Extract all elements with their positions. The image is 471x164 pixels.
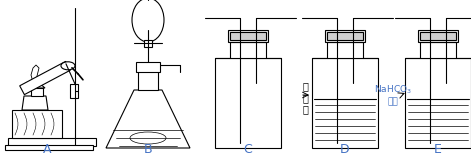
Ellipse shape — [132, 0, 164, 42]
Bar — [230, 42, 266, 58]
Polygon shape — [20, 61, 70, 95]
Polygon shape — [31, 65, 39, 82]
Bar — [327, 32, 363, 40]
Bar — [228, 30, 268, 42]
Bar — [31, 88, 43, 96]
Text: B: B — [144, 143, 152, 156]
Bar — [136, 62, 160, 72]
Polygon shape — [106, 90, 190, 148]
Bar — [230, 32, 266, 40]
Bar — [312, 58, 378, 148]
Bar — [215, 58, 281, 148]
Ellipse shape — [61, 62, 75, 70]
Text: C: C — [244, 143, 252, 156]
Bar — [12, 110, 62, 138]
Text: E: E — [434, 143, 442, 156]
Bar — [418, 30, 458, 42]
Bar — [327, 42, 363, 58]
Text: A: A — [43, 143, 51, 156]
Text: NaHCO$_3$
溶液: NaHCO$_3$ 溶液 — [374, 83, 412, 106]
Bar — [5, 145, 93, 150]
Polygon shape — [22, 96, 48, 110]
Bar — [144, 40, 152, 47]
Ellipse shape — [130, 132, 166, 144]
Text: 浓
硫
酸: 浓 硫 酸 — [302, 81, 308, 115]
Bar — [325, 30, 365, 42]
Bar — [138, 70, 158, 90]
Bar — [405, 58, 471, 148]
Bar — [420, 42, 456, 58]
Bar — [8, 138, 96, 146]
Text: D: D — [340, 143, 350, 156]
Bar — [420, 32, 456, 40]
Polygon shape — [28, 82, 45, 88]
Bar — [70, 84, 78, 98]
